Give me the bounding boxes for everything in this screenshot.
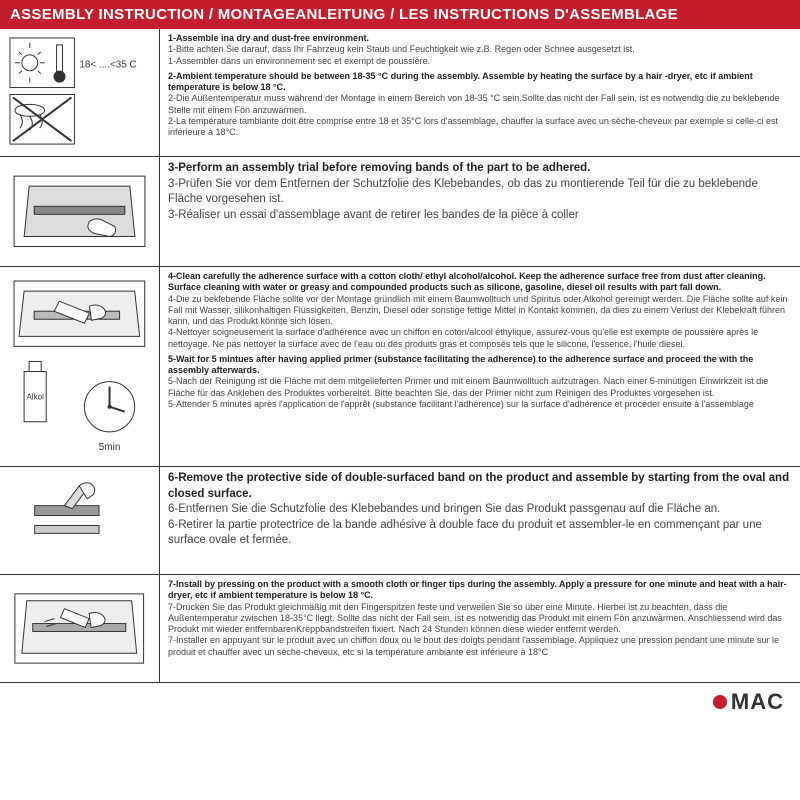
step3-de: 3-Prüfen Sie vor dem Entfernen der Schut… [168, 177, 792, 208]
header-title: ASSEMBLY INSTRUCTION / MONTAGEANLEITUNG … [0, 0, 800, 29]
section-4-5: Alkol 5min 4-Clean carefully the adheren… [0, 267, 800, 467]
section-6: 6-Remove the protective side of double-s… [0, 467, 800, 575]
text-6: 6-Remove the protective side of double-s… [160, 467, 800, 574]
section-7: 7-Install by pressing on the product wit… [0, 575, 800, 683]
step1-fr: 1-Assembler dans un environnement sec et… [168, 56, 792, 67]
brand-logo: MAC [713, 689, 784, 715]
step2-de: 2-Die Außentemperatur muss während der M… [168, 93, 792, 116]
step4-heading: 4-Clean carefully the adherence surface … [168, 271, 792, 294]
illustration-clean-primer: Alkol 5min [0, 267, 160, 466]
text-7: 7-Install by pressing on the product wit… [160, 575, 800, 682]
illustration-trial [0, 157, 160, 266]
step4-fr: 4-Nettoyer soigneusement la surface d'ad… [168, 327, 792, 350]
step1-heading: 1-Assemble ina dry and dust-free environ… [168, 33, 792, 44]
text-4-5: 4-Clean carefully the adherence surface … [160, 267, 800, 466]
step6-de: 6-Entfernen Sie die Schutzfolie des Kleb… [168, 502, 792, 518]
svg-text:Alkol: Alkol [27, 393, 45, 402]
step1-de: 1-Bitte achten Sie darauf, dass Ihr Fahr… [168, 44, 792, 55]
step4-de: 4-Die zu beklebende Fläche sollte vor de… [168, 294, 792, 328]
step3-heading: 3-Perform an assembly trial before remov… [168, 161, 792, 177]
step6-fr: 6-Retirer la partie protectrice de la ba… [168, 518, 792, 549]
svg-text:18< ....<35 C: 18< ....<35 C [79, 60, 136, 71]
illustration-press [0, 575, 160, 682]
step5-de: 5-Nach der Reinigung ist die Fläche mit … [168, 376, 792, 399]
illustration-environment: 18< ....<35 C [0, 29, 160, 156]
step7-de: 7-Drücken Sie das Produkt gleichmäßig mi… [168, 602, 792, 636]
logo-dot-icon [713, 695, 727, 709]
text-3: 3-Perform an assembly trial before remov… [160, 157, 800, 266]
step7-heading: 7-Install by pressing on the product wit… [168, 579, 792, 602]
step7-fr: 7-Installer en appuyant sur le produit a… [168, 635, 792, 658]
step2-heading: 2-Ambient temperature should be between … [168, 71, 792, 94]
section-1-2: 18< ....<35 C 1-Assemble ina dry and dus… [0, 29, 800, 157]
step2-fr: 2-La température tambiante doit être com… [168, 116, 792, 139]
section-3: 3-Perform an assembly trial before remov… [0, 157, 800, 267]
logo-text: MAC [731, 689, 784, 715]
svg-text:5min: 5min [99, 442, 121, 453]
step6-heading: 6-Remove the protective side of double-s… [168, 471, 792, 502]
step5-fr: 5-Attender 5 minutes après l'application… [168, 399, 792, 410]
illustration-remove-tape [0, 467, 160, 574]
step5-heading: 5-Wait for 5 mintues after having applie… [168, 354, 792, 377]
text-1-2: 1-Assemble ina dry and dust-free environ… [160, 29, 800, 156]
step3-fr: 3-Réaliser un essai d'assemblage avant d… [168, 208, 792, 224]
footer: MAC [0, 683, 800, 719]
